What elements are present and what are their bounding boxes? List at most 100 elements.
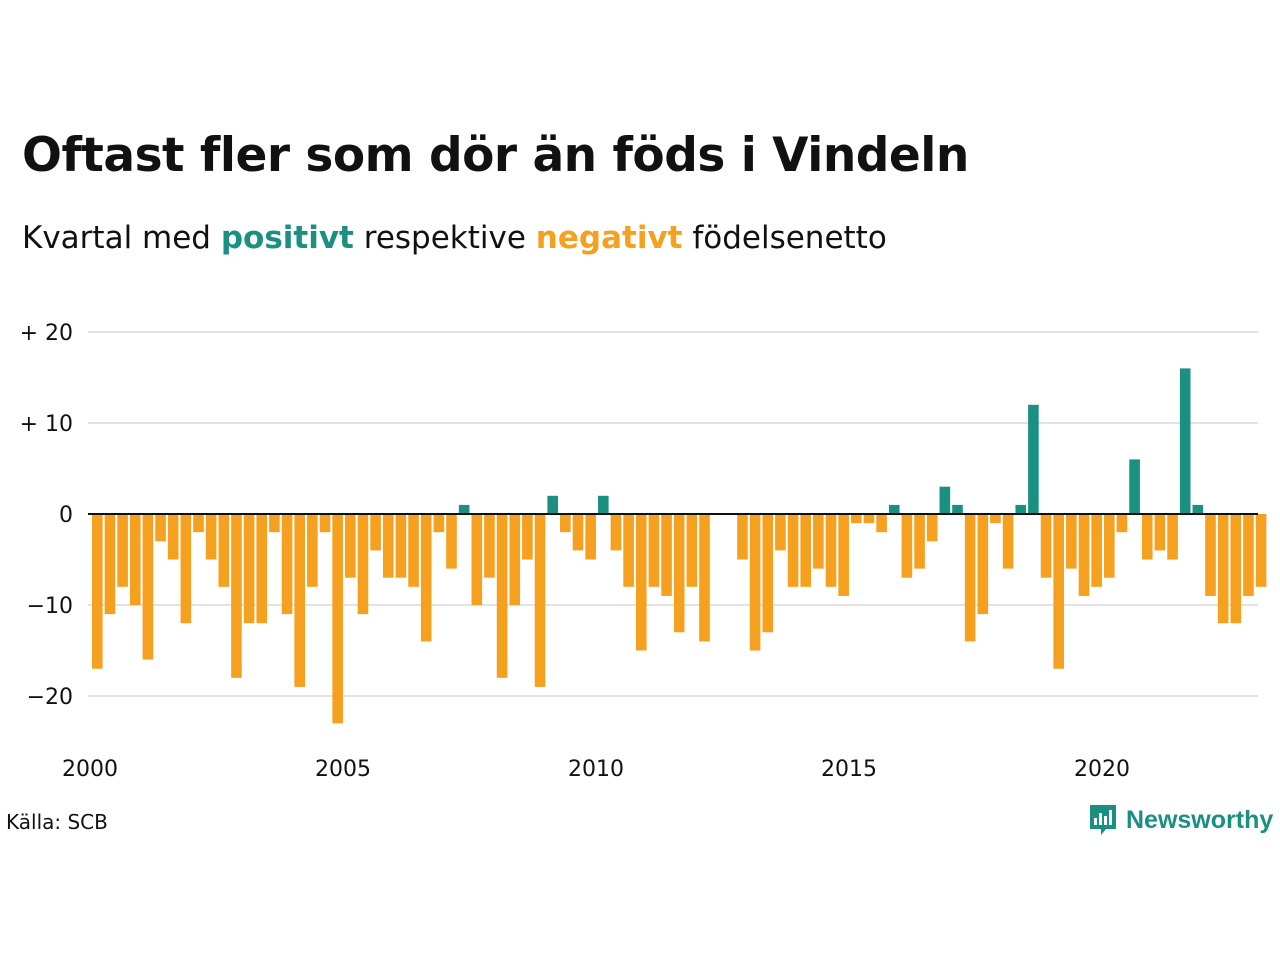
bar bbox=[901, 514, 913, 578]
bar bbox=[1028, 404, 1039, 514]
bar bbox=[1205, 514, 1216, 596]
brand-logo[interactable]: Newsworthy bbox=[1088, 803, 1273, 837]
bar bbox=[1078, 514, 1090, 596]
bar bbox=[231, 514, 242, 678]
bar bbox=[357, 514, 369, 615]
bar bbox=[800, 514, 811, 587]
y-tick-label: 0 bbox=[59, 503, 73, 528]
bar bbox=[623, 514, 634, 587]
bar bbox=[585, 514, 596, 560]
y-tick-label: −20 bbox=[27, 685, 73, 710]
subtitle-negative-word: negativt bbox=[535, 220, 683, 256]
bar bbox=[838, 514, 849, 596]
bar bbox=[952, 504, 963, 514]
bar bbox=[787, 514, 799, 587]
bar bbox=[155, 514, 166, 542]
bar bbox=[205, 514, 217, 560]
bar bbox=[547, 495, 558, 514]
chart-title: Oftast fler som dör än föds i Vindeln bbox=[22, 128, 969, 183]
bar bbox=[484, 514, 495, 578]
bar bbox=[1015, 504, 1027, 514]
bar bbox=[1129, 459, 1140, 514]
bar bbox=[560, 514, 571, 533]
bar bbox=[471, 514, 483, 605]
bar bbox=[775, 514, 786, 551]
bar bbox=[598, 495, 609, 514]
bar bbox=[1255, 514, 1267, 587]
bar bbox=[458, 504, 470, 514]
brand-name: Newsworthy bbox=[1126, 805, 1274, 834]
bar bbox=[964, 514, 976, 642]
bar bbox=[1192, 504, 1204, 514]
bar bbox=[319, 514, 331, 533]
bar bbox=[243, 514, 255, 624]
x-tick-label: 2020 bbox=[1074, 757, 1130, 782]
bar bbox=[408, 514, 419, 587]
bar bbox=[749, 514, 761, 651]
y-tick-label: + 10 bbox=[20, 412, 73, 437]
bar bbox=[1091, 514, 1102, 587]
subtitle-positive-word: positivt bbox=[220, 220, 354, 256]
bar bbox=[1053, 514, 1064, 669]
bar bbox=[825, 514, 837, 587]
bar bbox=[648, 514, 660, 587]
bar bbox=[180, 514, 192, 624]
bar bbox=[673, 514, 685, 633]
bar bbox=[307, 514, 318, 587]
bar bbox=[699, 514, 710, 642]
bar bbox=[496, 514, 508, 678]
y-tick-label: −10 bbox=[27, 594, 73, 619]
bar bbox=[1217, 514, 1229, 624]
bar bbox=[1116, 514, 1128, 533]
x-tick-label: 2005 bbox=[315, 757, 371, 782]
bar bbox=[1230, 514, 1242, 624]
bar bbox=[446, 514, 457, 569]
bar bbox=[534, 514, 546, 687]
bar bbox=[914, 514, 925, 569]
newsworthy-logo-icon bbox=[1090, 805, 1116, 835]
bar bbox=[1243, 514, 1254, 596]
bar bbox=[1154, 514, 1166, 551]
bar bbox=[977, 514, 989, 615]
chart-subtitle: Kvartal med positivt respektive negativt… bbox=[22, 220, 887, 257]
bar bbox=[1040, 514, 1052, 578]
bar bbox=[990, 514, 1001, 524]
bar bbox=[256, 514, 268, 624]
bar bbox=[167, 514, 179, 560]
bar bbox=[129, 514, 141, 605]
bar bbox=[142, 514, 154, 660]
bar bbox=[420, 514, 432, 642]
y-tick-label: + 20 bbox=[20, 321, 73, 346]
bar bbox=[888, 504, 900, 514]
x-tick-label: 2000 bbox=[62, 757, 118, 782]
bar bbox=[269, 514, 280, 533]
bar bbox=[382, 514, 394, 578]
bar bbox=[737, 514, 748, 560]
bar bbox=[522, 514, 533, 560]
bar bbox=[610, 514, 622, 551]
bar bbox=[433, 514, 445, 533]
bar bbox=[813, 514, 824, 569]
bar bbox=[92, 514, 103, 669]
bar bbox=[370, 514, 381, 551]
x-tick-label: 2010 bbox=[568, 757, 624, 782]
bar bbox=[661, 514, 672, 596]
bar bbox=[1179, 368, 1191, 514]
bar bbox=[876, 514, 887, 533]
bar bbox=[1167, 514, 1178, 560]
bar bbox=[1141, 514, 1153, 560]
bar bbox=[686, 514, 698, 587]
subtitle-middle: respektive bbox=[363, 220, 526, 256]
bar bbox=[1104, 514, 1115, 578]
bar bbox=[509, 514, 521, 605]
subtitle-suffix: födelsenetto bbox=[692, 220, 887, 256]
subtitle-prefix: Kvartal med bbox=[22, 220, 211, 256]
bar bbox=[193, 514, 204, 533]
bar bbox=[926, 514, 938, 542]
bar bbox=[863, 514, 875, 524]
bar bbox=[762, 514, 774, 633]
bar bbox=[218, 514, 230, 587]
bar bbox=[104, 514, 116, 615]
bar bbox=[332, 514, 343, 724]
